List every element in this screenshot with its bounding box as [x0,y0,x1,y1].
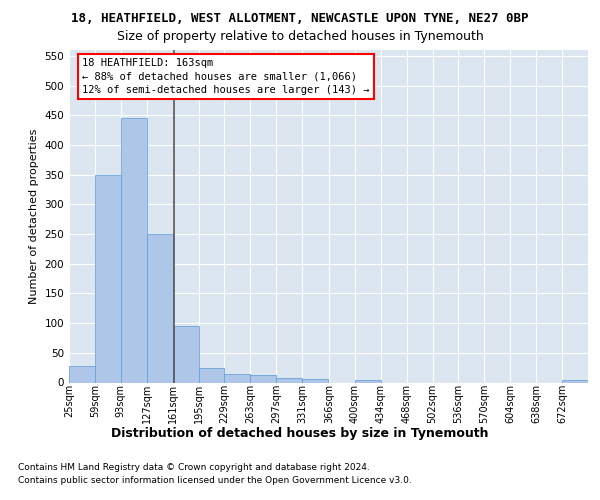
Bar [121,118,147,382]
Bar [173,326,199,382]
Bar [250,376,276,382]
Y-axis label: Number of detached properties: Number of detached properties [29,128,39,304]
Bar [562,380,588,382]
Text: Contains HM Land Registry data © Crown copyright and database right 2024.: Contains HM Land Registry data © Crown c… [18,462,370,471]
Bar [199,368,224,382]
Text: 18, HEATHFIELD, WEST ALLOTMENT, NEWCASTLE UPON TYNE, NE27 0BP: 18, HEATHFIELD, WEST ALLOTMENT, NEWCASTL… [71,12,529,26]
Text: Size of property relative to detached houses in Tynemouth: Size of property relative to detached ho… [116,30,484,43]
Text: Distribution of detached houses by size in Tynemouth: Distribution of detached houses by size … [111,428,489,440]
Bar [147,234,173,382]
Bar [355,380,381,382]
Bar [276,378,302,382]
Bar [224,374,250,382]
Bar [95,174,121,382]
Text: 18 HEATHFIELD: 163sqm
← 88% of detached houses are smaller (1,066)
12% of semi-d: 18 HEATHFIELD: 163sqm ← 88% of detached … [82,58,370,94]
Bar [302,379,328,382]
Text: Contains public sector information licensed under the Open Government Licence v3: Contains public sector information licen… [18,476,412,485]
Bar [69,366,95,382]
